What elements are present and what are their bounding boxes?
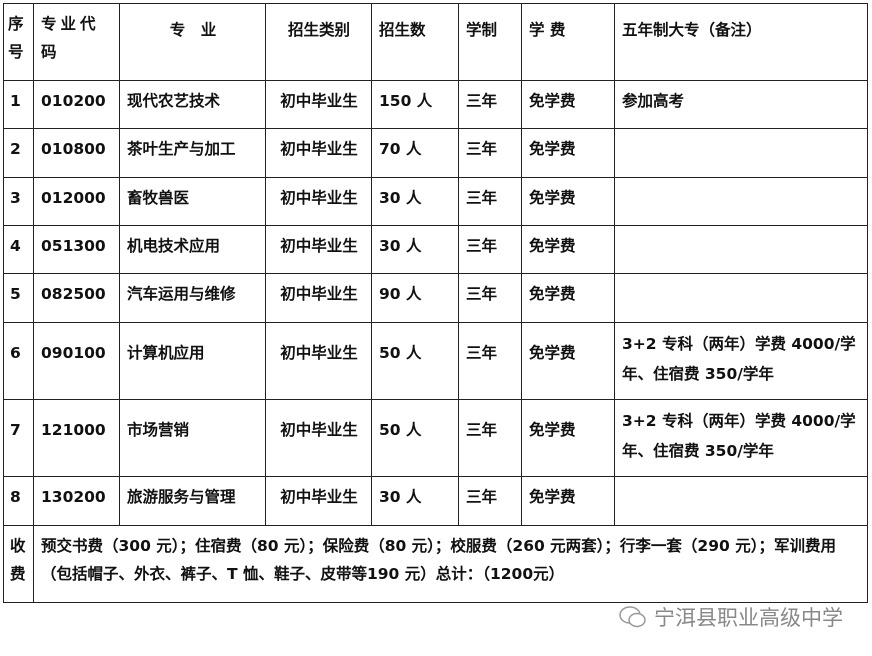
header-duration: 学制 <box>458 3 522 81</box>
fees-text: 预交书费（300 元）；住宿费（80 元）；保险费（80 元）；校服费（260 … <box>33 525 868 603</box>
table-row: 5 082500 汽车运用与维修 初中毕业生 90 人三年 免学费 <box>3 273 868 323</box>
cell-count: 50 人 <box>371 322 459 400</box>
header-tuition: 学 费 <box>521 3 615 81</box>
cell-count: 150 人 <box>371 80 459 129</box>
header-code: 专业代码 <box>33 3 120 81</box>
cell-code: 130200 <box>33 476 120 526</box>
cell-major: 汽车运用与维修 <box>119 273 266 323</box>
table-row: 1 010200 现代农艺技术 初中毕业生 150 人三年 免学费 参加高考 <box>3 80 868 129</box>
cell-code: 010800 <box>33 128 120 178</box>
cell-code: 051300 <box>33 225 120 274</box>
cell-seq: 8 <box>3 476 34 526</box>
cell-category: 初中毕业生 <box>265 225 372 274</box>
cell-code: 082500 <box>33 273 120 323</box>
cell-seq: 6 <box>3 322 34 400</box>
cell-seq: 4 <box>3 225 34 274</box>
cell-note: 3+2 专科（两年）学费 4000/学年、住宿费 350/学年 <box>614 399 868 477</box>
table-row: 2 010800 茶叶生产与加工 初中毕业生 70 人三年 免学费 <box>3 128 868 178</box>
cell-count: 30 人 <box>371 476 459 526</box>
cell-tuition: 免学费 <box>521 128 615 178</box>
cell-category: 初中毕业生 <box>265 80 372 129</box>
watermark: 宁洱县职业高级中学 <box>618 602 843 632</box>
cell-major: 市场营销 <box>119 399 266 477</box>
cell-note <box>614 225 868 274</box>
cell-seq: 2 <box>3 128 34 178</box>
table-row: 4 051300 机电技术应用 初中毕业生 30 人三年 免学费 <box>3 225 868 274</box>
header-note: 五年制大专（备注） <box>614 3 868 81</box>
header-category: 招生类别 <box>265 3 372 81</box>
cell-note <box>614 273 868 323</box>
cell-category: 初中毕业生 <box>265 177 372 226</box>
header-row: 序号 专业代码 专 业 招生类别 招生数 学制 学 费 五年制大专（备注） <box>3 3 868 81</box>
cell-category: 初中毕业生 <box>265 273 372 323</box>
cell-tuition: 免学费 <box>521 80 615 129</box>
cell-seq: 5 <box>3 273 34 323</box>
cell-seq: 7 <box>3 399 34 477</box>
table-row: 7 121000 市场营销 初中毕业生 50 人三年 免学费 3+2 专科（两年）学费 40… <box>3 399 868 477</box>
cell-major: 畜牧兽医 <box>119 177 266 226</box>
cell-category: 初中毕业生 <box>265 399 372 477</box>
cell-duration: 三年 <box>458 80 522 129</box>
cell-duration: 三年 <box>458 476 522 526</box>
cell-note: 3+2 专科（两年）学费 4000/学年、住宿费 350/学年 <box>614 322 868 400</box>
table-row: 8 130200 旅游服务与管理 初中毕业生 30 人三年 免学费 <box>3 476 868 526</box>
cell-category: 初中毕业生 <box>265 322 372 400</box>
cell-note <box>614 128 868 178</box>
cell-tuition: 免学费 <box>521 322 615 400</box>
cell-seq: 1 <box>3 80 34 129</box>
header-count: 招生数 <box>371 3 459 81</box>
cell-note <box>614 177 868 226</box>
wechat-icon <box>619 606 646 628</box>
cell-count: 30 人 <box>371 225 459 274</box>
cell-major: 计算机应用 <box>119 322 266 400</box>
cell-major: 现代农艺技术 <box>119 80 266 129</box>
cell-code: 090100 <box>33 322 120 400</box>
cell-code: 010200 <box>33 80 120 129</box>
cell-tuition: 免学费 <box>521 177 615 226</box>
cell-code: 012000 <box>33 177 120 226</box>
cell-count: 50 人 <box>371 399 459 477</box>
cell-code: 121000 <box>33 399 120 477</box>
cell-tuition: 免学费 <box>521 225 615 274</box>
fees-row: 收费 预交书费（300 元）；住宿费（80 元）；保险费（80 元）；校服费（26… <box>3 525 868 603</box>
watermark-text: 宁洱县职业高级中学 <box>654 606 843 630</box>
cell-major: 机电技术应用 <box>119 225 266 274</box>
cell-count: 30 人 <box>371 177 459 226</box>
table-row: 6 090100 计算机应用 初中毕业生 50 人三年 免学费 3+2 专科（两年）学费 4… <box>3 322 868 400</box>
cell-duration: 三年 <box>458 177 522 226</box>
header-major: 专 业 <box>119 3 266 81</box>
cell-seq: 3 <box>3 177 34 226</box>
cell-duration: 三年 <box>458 322 522 400</box>
cell-tuition: 免学费 <box>521 476 615 526</box>
cell-duration: 三年 <box>458 128 522 178</box>
cell-major: 茶叶生产与加工 <box>119 128 266 178</box>
table-row: 3 012000 畜牧兽医 初中毕业生 30 人三年 免学费 <box>3 177 868 226</box>
header-seq: 序号 <box>3 3 34 81</box>
cell-duration: 三年 <box>458 225 522 274</box>
cell-duration: 三年 <box>458 399 522 477</box>
fees-label: 收费 <box>3 525 34 603</box>
cell-note <box>614 476 868 526</box>
cell-category: 初中毕业生 <box>265 128 372 178</box>
cell-count: 90 人 <box>371 273 459 323</box>
cell-major: 旅游服务与管理 <box>119 476 266 526</box>
cell-count: 70 人 <box>371 128 459 178</box>
cell-category: 初中毕业生 <box>265 476 372 526</box>
cell-note: 参加高考 <box>614 80 868 129</box>
cell-duration: 三年 <box>458 273 522 323</box>
cell-tuition: 免学费 <box>521 399 615 477</box>
cell-tuition: 免学费 <box>521 273 615 323</box>
